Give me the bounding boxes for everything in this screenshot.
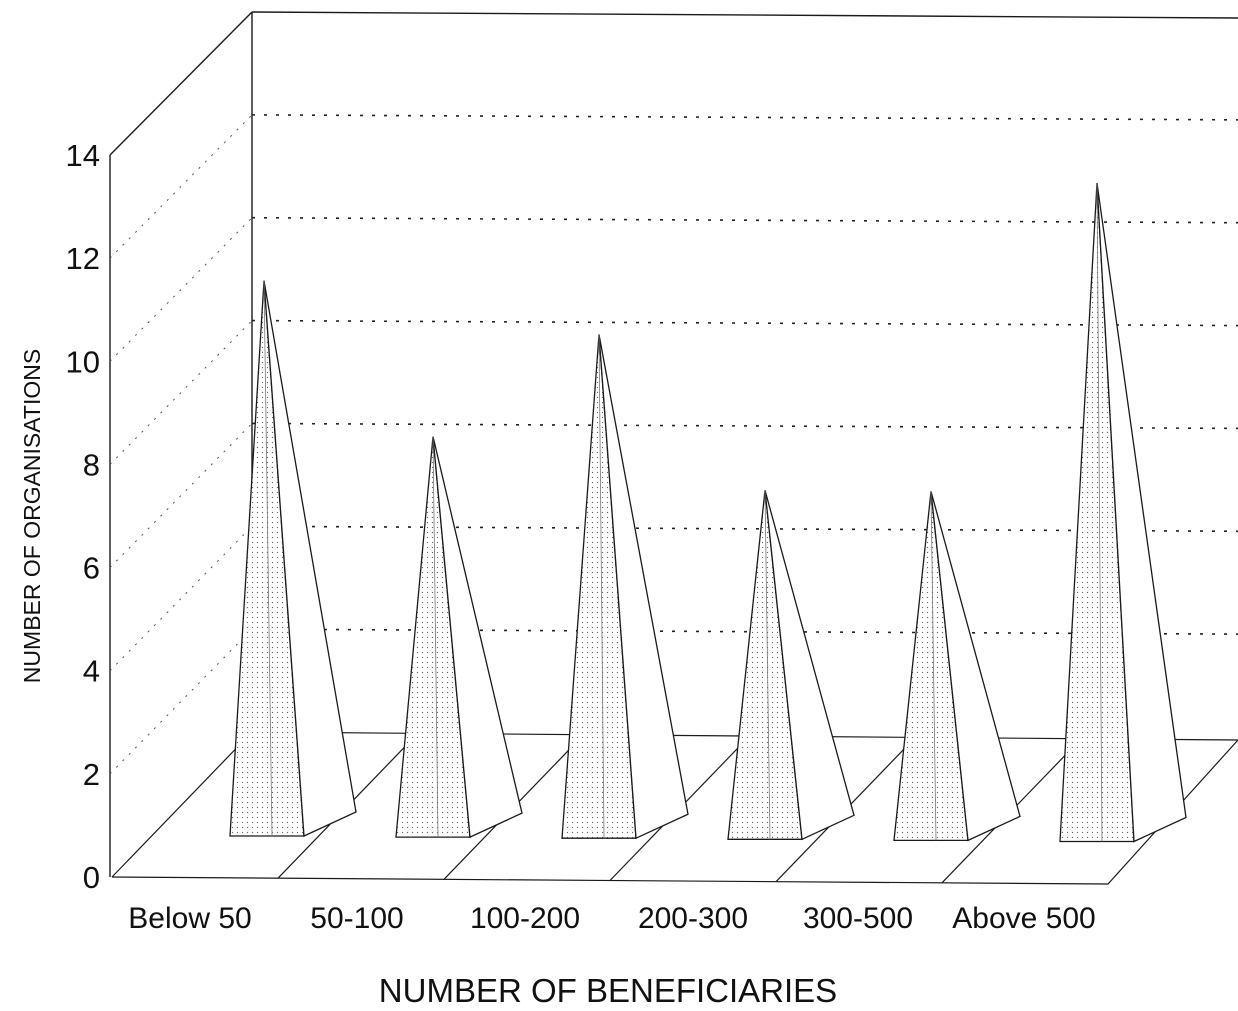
gridline-side (109, 525, 253, 672)
x-category-label: Below 50 (128, 902, 251, 935)
y-tick-label: 8 (83, 447, 100, 482)
x-axis-title: NUMBER OF BENEFICIARIES (379, 972, 837, 1009)
x-category-label: Above 500 (952, 902, 1095, 935)
y-tick-label: 12 (66, 241, 100, 276)
pyramid-side-face (598, 334, 689, 840)
gridline-side (109, 114, 253, 259)
gridline-side (109, 628, 253, 775)
pyramid-ridge (930, 491, 937, 841)
gridline-back (251, 525, 1238, 533)
pyramid-ridge (1096, 183, 1103, 842)
x-category-label: 200-300 (638, 902, 748, 935)
y-tick-label: 6 (83, 551, 100, 586)
left-wall-top-edge (109, 11, 253, 156)
y-tick-label: 4 (83, 654, 100, 689)
gridlines (109, 114, 1238, 775)
y-tick-label: 14 (66, 138, 100, 173)
gridline-back (251, 422, 1238, 430)
floor-left-edge (111, 731, 253, 878)
y-tick-label: 2 (83, 757, 100, 792)
back-wall-top-edge (251, 11, 1238, 19)
gridline-back (251, 114, 1238, 121)
pyramid-side-face (930, 491, 1021, 842)
chart-frame (109, 11, 1238, 877)
pyramid-side-face (1096, 182, 1187, 843)
pyramid-ridge (764, 490, 771, 840)
x-category-label: 100-200 (470, 902, 580, 935)
gridline-side (109, 423, 253, 568)
pyramid-side-face (432, 436, 523, 839)
gridline-back (251, 319, 1238, 327)
gridline-side (109, 320, 253, 465)
gridline-side (109, 217, 253, 362)
y-tick-labels: 0 2 4 6 8 10 12 14 (66, 138, 100, 895)
x-category-label: 300-500 (803, 902, 913, 935)
pyramid-ridge (598, 334, 605, 839)
y-axis-title: NUMBER OF ORGANISATIONS (19, 349, 45, 683)
gridline-back (251, 216, 1238, 224)
pyramid-side-face (764, 490, 855, 841)
pyramid-ridge (263, 280, 273, 837)
gridline-back (251, 628, 1238, 635)
pyramids (229, 182, 1187, 843)
pyramid-side-face (263, 280, 357, 837)
pyramid-ridge (432, 436, 439, 838)
y-tick-label: 10 (66, 344, 100, 379)
y-tick-label: 0 (83, 860, 100, 895)
x-category-labels: Below 50 50-100 100-200 200-300 300-500 Above… (128, 902, 1095, 935)
x-category-label: 50-100 (310, 902, 403, 935)
